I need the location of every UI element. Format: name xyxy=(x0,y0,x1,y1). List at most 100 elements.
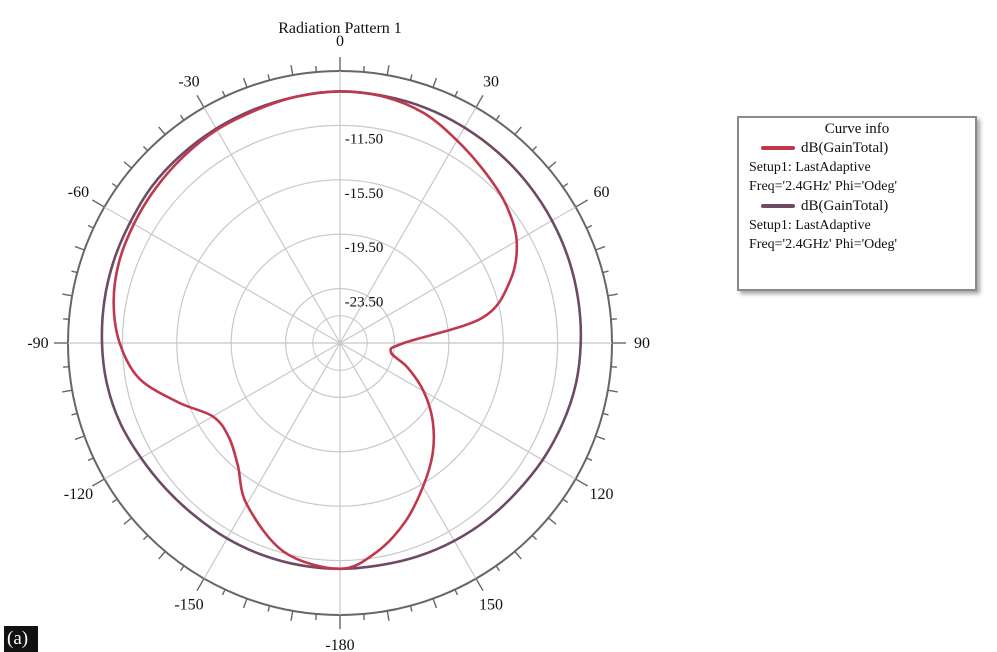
outer-tick xyxy=(475,94,484,108)
radial-label: -19.50 xyxy=(345,240,384,256)
outer-tick xyxy=(610,318,618,320)
legend-entry-1-name-row: dB(GainTotal) xyxy=(761,138,975,158)
outer-tick xyxy=(595,245,606,251)
angle-label: -90 xyxy=(27,335,48,352)
outer-tick xyxy=(432,77,438,88)
outer-tick xyxy=(158,550,166,560)
grid-spoke xyxy=(339,206,576,344)
outer-tick xyxy=(242,598,248,609)
outer-tick xyxy=(123,517,133,525)
outer-tick xyxy=(475,578,484,592)
outer-tick xyxy=(91,478,105,487)
angle-label: 0 xyxy=(336,33,344,50)
radial-label: -23.50 xyxy=(345,295,384,311)
angle-label: -150 xyxy=(174,597,203,614)
legend-title: Curve info xyxy=(824,121,890,137)
outer-tick xyxy=(602,270,609,274)
outer-tick xyxy=(454,90,459,97)
outer-tick xyxy=(242,77,248,88)
series-1-curve xyxy=(112,90,519,571)
outer-tick xyxy=(586,457,593,462)
polar-grid xyxy=(67,70,613,616)
grid-spoke xyxy=(104,342,341,480)
angle-label: 90 xyxy=(634,335,650,352)
outer-tick xyxy=(432,598,438,609)
angle-label: 150 xyxy=(479,597,503,614)
angle-label: -60 xyxy=(68,184,89,201)
outer-tick xyxy=(71,412,78,416)
angle-label: -30 xyxy=(178,73,199,90)
grid-spoke xyxy=(203,107,341,344)
outer-tick xyxy=(142,145,149,152)
legend-entry-2-setup: Setup1: LastAdaptive xyxy=(749,218,871,233)
outer-tick xyxy=(607,293,618,297)
angle-label: -120 xyxy=(64,486,93,503)
outer-tick xyxy=(290,610,294,621)
outer-tick xyxy=(531,534,538,541)
outer-tick xyxy=(610,366,618,368)
outer-tick xyxy=(409,74,413,81)
outer-tick xyxy=(315,613,317,621)
outer-tick xyxy=(290,65,294,76)
legend-entry-2-swatch xyxy=(761,204,795,208)
outer-tick xyxy=(87,457,94,462)
outer-tick xyxy=(91,199,105,208)
outer-tick xyxy=(586,224,593,229)
outer-tick xyxy=(111,498,118,504)
angle-label: 120 xyxy=(590,486,614,503)
outer-tick xyxy=(562,182,569,188)
outer-tick xyxy=(514,550,522,560)
outer-tick xyxy=(315,65,317,73)
outer-tick xyxy=(62,389,73,393)
outer-tick xyxy=(74,435,85,441)
outer-tick xyxy=(221,589,226,596)
grid-spoke xyxy=(339,107,477,344)
outer-tick xyxy=(363,65,365,73)
outer-tick xyxy=(607,389,618,393)
outer-tick xyxy=(158,126,166,136)
outer-tick xyxy=(111,182,118,188)
outer-tick xyxy=(196,94,205,108)
angle-labels: 0 30 60 90 120 150 -180 -150 -120 -90 -60 -30 xyxy=(27,33,650,650)
outer-tick xyxy=(74,245,85,251)
outer-tick xyxy=(62,293,73,297)
legend-entry-1-name: dB(GainTotal) xyxy=(801,139,889,156)
angle-label: -180 xyxy=(325,637,354,650)
outer-tick xyxy=(62,318,70,320)
outer-tick xyxy=(575,199,589,208)
angle-label: 30 xyxy=(483,73,499,90)
outer-tick xyxy=(602,412,609,416)
outer-tick xyxy=(562,498,569,504)
data-series xyxy=(100,90,583,571)
outer-tick xyxy=(196,578,205,592)
outer-tick xyxy=(595,435,606,441)
outer-tick xyxy=(514,126,522,136)
outer-tick xyxy=(547,161,557,169)
radial-label: -15.50 xyxy=(345,186,384,202)
outer-tick-ring xyxy=(54,57,626,629)
radial-labels: -11.50 -15.50 -19.50 -23.50 xyxy=(345,131,384,310)
outer-tick xyxy=(123,161,133,169)
outer-tick xyxy=(386,610,390,621)
grid-spoke xyxy=(104,206,341,344)
outer-tick xyxy=(547,517,557,525)
grid-spoke xyxy=(339,342,576,480)
outer-tick xyxy=(454,589,459,596)
outer-tick xyxy=(531,145,538,152)
series-2-curve xyxy=(100,90,583,571)
figure-label: (a) xyxy=(4,626,38,652)
outer-tick xyxy=(71,270,78,274)
legend-entry-1-swatch xyxy=(761,146,795,150)
legend-entry-2-name: dB(GainTotal) xyxy=(801,197,889,214)
outer-tick xyxy=(386,65,390,76)
radial-label: -11.50 xyxy=(345,131,383,147)
legend-entry-1-params: Freq='2.4GHz' Phi='Odeg' xyxy=(749,179,897,194)
outer-tick xyxy=(179,114,185,121)
outer-tick xyxy=(409,605,413,612)
outer-tick xyxy=(87,224,94,229)
angle-label: 60 xyxy=(594,184,610,201)
outer-tick xyxy=(179,565,185,572)
outer-tick xyxy=(575,478,589,487)
outer-tick xyxy=(495,565,501,572)
